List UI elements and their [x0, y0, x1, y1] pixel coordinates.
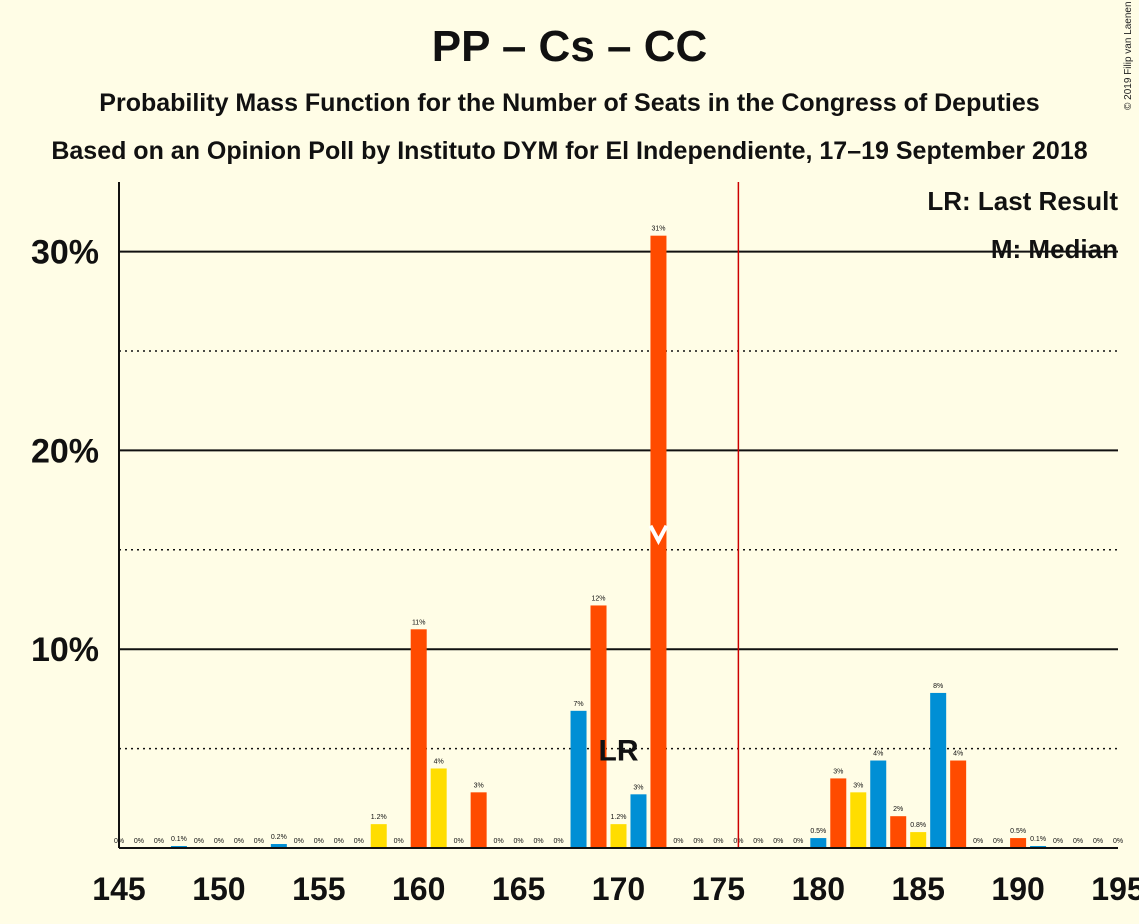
x-tick-label: 195: [1091, 871, 1139, 907]
bar-label: 0%: [154, 838, 164, 845]
bar-label: 0%: [354, 838, 364, 845]
gridlines: [119, 250, 1118, 750]
bar-label: 0%: [693, 838, 703, 845]
x-tick-label: 185: [892, 871, 945, 907]
bar-seat-164: [470, 792, 487, 848]
bar-seat-182: [830, 778, 847, 848]
bar-seat-191: [1010, 838, 1027, 848]
bar-label: 0%: [1073, 838, 1083, 845]
x-tick-label: 155: [292, 871, 345, 907]
bar-label: 11%: [412, 619, 426, 626]
bar-label: 0%: [134, 838, 144, 845]
bar-label: 1.2%: [611, 814, 627, 821]
bar-seat-154: [270, 844, 287, 848]
bar-label: 0%: [534, 838, 544, 845]
bar-label: 0%: [194, 838, 204, 845]
bar-label: 7%: [573, 701, 583, 708]
bars: 0% 0% 0% 0.1% 0% 0% 0% 0% 0.2% 0% 0% 0% 0% 1.2% 0% 11% 4…: [114, 226, 1123, 848]
bar-label: 0.1%: [1030, 836, 1046, 843]
x-tick-label: 175: [692, 871, 745, 907]
bar-label: 2%: [893, 806, 903, 813]
chart-subtitle: Probability Mass Function for the Number…: [99, 89, 1040, 117]
bar-label: 3%: [833, 768, 843, 775]
bar-label: 0%: [1053, 838, 1063, 845]
x-tick-label: 165: [492, 871, 545, 907]
x-tick-label: 170: [592, 871, 645, 907]
x-tick-label: 150: [192, 871, 245, 907]
bar-label: 0.5%: [810, 828, 826, 835]
x-tick-label: 190: [991, 871, 1044, 907]
bar-seat-187: [930, 692, 947, 848]
x-tick-label: 160: [392, 871, 445, 907]
bar-seat-184: [870, 760, 887, 848]
bar-label: 0%: [553, 838, 563, 845]
x-tick-label: 180: [792, 871, 845, 907]
bar-label: 0%: [514, 838, 524, 845]
y-tick-label: 30%: [31, 234, 99, 272]
bar-label: 1.2%: [371, 814, 387, 821]
legend-median: M: Median: [991, 234, 1118, 264]
bar-label: 0%: [314, 838, 324, 845]
legend-last-result: LR: Last Result: [927, 186, 1118, 216]
bar-seat-171: [610, 824, 627, 848]
bar-label: 3%: [633, 784, 643, 791]
chart-source-line: Based on an Opinion Poll by Instituto DY…: [51, 137, 1088, 165]
bar-label: 3%: [853, 782, 863, 789]
median-marker: [648, 524, 669, 546]
bar-label: 0.5%: [1010, 828, 1026, 835]
bar-seat-181: [810, 838, 827, 848]
bar-seat-172: [630, 794, 647, 848]
legend: LR: Last Result M: Median: [927, 186, 1118, 264]
bar-label: 0%: [214, 838, 224, 845]
bar-label: 0%: [973, 838, 983, 845]
bar-label: 8%: [933, 683, 943, 690]
bar-label: 0%: [713, 838, 723, 845]
bar-label: 0%: [753, 838, 763, 845]
bar-seat-170: [590, 605, 607, 848]
bar-label: 0.8%: [910, 822, 926, 829]
x-tick-label: 145: [92, 871, 145, 907]
bar-label: 0%: [334, 838, 344, 845]
bar-label: 0%: [454, 838, 464, 845]
bar-label: 4%: [873, 751, 883, 758]
bar-label: 0.2%: [271, 834, 287, 841]
bar-seat-159: [370, 824, 387, 848]
bar-label: 0%: [793, 838, 803, 845]
bar-label: 0%: [254, 838, 264, 845]
bar-seat-183: [850, 792, 867, 848]
bar-label: 0%: [394, 838, 404, 845]
bar-label: 31%: [651, 226, 665, 233]
y-tick-label: 20%: [31, 432, 99, 470]
bar-seat-169: [570, 710, 587, 848]
bar-label: 4%: [434, 758, 444, 765]
bar-label: 0%: [673, 838, 683, 845]
bar-label: 0%: [494, 838, 504, 845]
bar-seat-162: [430, 768, 447, 848]
bar-label: 3%: [474, 782, 484, 789]
bar-seat-188: [950, 760, 967, 848]
bar-label: 0.1%: [171, 836, 187, 843]
axes: 10% 20% 30% 145 150 155 160 165 170 175 180 185 190 1…: [31, 182, 1139, 907]
last-result-marker: LR: [599, 735, 639, 768]
y-tick-label: 10%: [31, 631, 99, 669]
bar-label: 12%: [592, 595, 606, 602]
bar-label: 0%: [993, 838, 1003, 845]
bar-label: 0%: [1093, 838, 1103, 845]
bar-label: 4%: [953, 751, 963, 758]
bar-label: 0%: [294, 838, 304, 845]
bar-label: 0%: [1113, 838, 1123, 845]
bar-label: 0%: [773, 838, 783, 845]
bar-label: 0%: [234, 838, 244, 845]
chart-title: PP – Cs – CC: [431, 22, 708, 71]
bar-seat-185: [890, 816, 907, 848]
bar-seat-186: [910, 832, 927, 848]
bar-seat-161: [410, 629, 427, 848]
